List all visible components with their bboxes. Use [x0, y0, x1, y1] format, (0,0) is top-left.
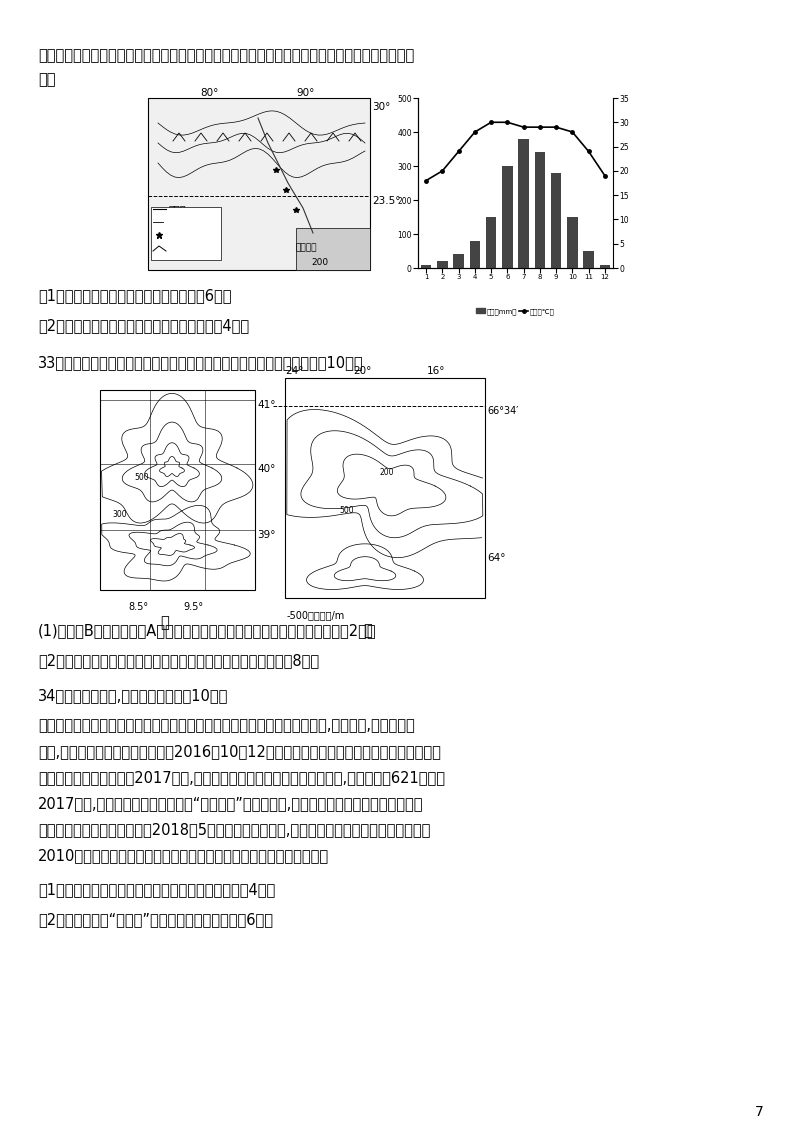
Bar: [285, 378, 485, 599]
Text: （2）分析甲城成为麻绺织工业中心的原因。（4分）: （2）分析甲城成为麻绺织工业中心的原因。（4分）: [38, 318, 249, 334]
Text: 市为世界最大的麻纺织工业中心，所产黄麻制品供应国内市场并大量出口。右图为甲城市的气候资: 市为世界最大的麻纺织工业中心，所产黄麻制品供应国内市场并大量出口。右图为甲城市的…: [38, 48, 414, 63]
Bar: [469, 240, 480, 268]
Text: 相比,其氨基酸和矿物质含量更高。2016年10月12日，由袅隆平担任首席科学家的海水稻研究发: 相比,其氨基酸和矿物质含量更高。2016年10月12日，由袅隆平担任首席科学家的…: [38, 745, 441, 759]
Text: 2017年底,青岛海水稻研发中心秉承“一带一路”倦议的精神,受邀在阿联酋当地热带沙漠沿海地: 2017年底,青岛海水稻研发中心秉承“一带一路”倦议的精神,受邀在阿联酋当地热带…: [38, 796, 423, 811]
Text: （2）简析阿联酋“海水稻”品质优良的自然原因。（6分）: （2）简析阿联酋“海水稻”品质优良的自然原因。（6分）: [38, 912, 273, 926]
Bar: [599, 265, 610, 268]
Text: 乙: 乙: [363, 623, 372, 638]
Text: 64°: 64°: [487, 553, 506, 563]
Text: 9.5°: 9.5°: [183, 602, 203, 612]
Bar: [518, 139, 529, 268]
Bar: [100, 390, 255, 590]
Text: 66°34′: 66°34′: [487, 407, 518, 416]
Text: 41°: 41°: [257, 400, 276, 410]
Text: (1)图甲中B点位于图乙中A点什么方向？并比较甲、乙两图比例尺的大小。（2分）: (1)图甲中B点位于图乙中A点什么方向？并比较甲、乙两图比例尺的大小。（2分）: [38, 623, 376, 638]
Text: 200: 200: [379, 468, 394, 477]
Text: 90°: 90°: [296, 88, 314, 98]
Text: 33．甲、乙两图分别表示两个不同地区的地形图。读图完成下列问题。（10分）: 33．甲、乙两图分别表示两个不同地区的地形图。读图完成下列问题。（10分）: [38, 355, 364, 369]
Bar: [502, 166, 513, 268]
Text: 40°: 40°: [257, 464, 276, 474]
Text: 200: 200: [311, 258, 328, 267]
Text: 20°: 20°: [353, 366, 372, 376]
Legend: 降水（mm）, 气温（℃）: 降水（mm）, 气温（℃）: [473, 305, 557, 318]
Bar: [534, 153, 545, 268]
Bar: [551, 173, 561, 268]
Text: 500: 500: [339, 506, 353, 515]
Text: 500: 500: [134, 473, 148, 482]
Text: -500～等高线/m: -500～等高线/m: [287, 610, 345, 620]
Text: （2）根据图中信息分别分析甲、乙两图所示区域的地形特征。（8分）: （2）根据图中信息分别分析甲、乙两图所示区域的地形特征。（8分）: [38, 652, 319, 668]
Bar: [486, 217, 496, 268]
Text: 黄鸻: 黄鸻: [169, 230, 181, 240]
Text: 区开展海水稻试验种植项目。2018年5月试验种植获得成功,产出的海水稻品质优良。下图分别为: 区开展海水稻试验种植项目。2018年5月试验种植获得成功,产出的海水稻品质优良。…: [38, 822, 430, 837]
Bar: [151, 207, 221, 261]
Text: 料。: 料。: [38, 72, 56, 86]
Text: 河流: 河流: [169, 217, 181, 227]
Text: 34．阅读图文资料,完成下列要求。（10分）: 34．阅读图文资料,完成下列要求。（10分）: [38, 688, 229, 703]
Text: 23.5°: 23.5°: [372, 197, 400, 206]
Text: 海水稻是指能在沿海滩途和盐碱地生长的水稻。海水稻不需施用肿料、农药,不需除草,与一般水稻: 海水稻是指能在沿海滩途和盐碱地生长的水稻。海水稻不需施用肿料、农药,不需除草,与…: [38, 718, 414, 733]
Text: 孟加拉湾: 孟加拉湾: [296, 243, 318, 252]
Bar: [584, 252, 594, 268]
Text: （1）指出甲城气温最高月并解释原因。（6分）: （1）指出甲城气温最高月并解释原因。（6分）: [38, 287, 232, 303]
Text: 2010年青岛胶州湾附近地区各类湿地分布图和阿联酋地理位置示意图。: 2010年青岛胶州湾附近地区各类湿地分布图和阿联酋地理位置示意图。: [38, 848, 330, 862]
Text: 16°: 16°: [427, 366, 445, 376]
Text: 7: 7: [755, 1105, 764, 1119]
Bar: [148, 98, 370, 270]
Text: 300: 300: [112, 510, 126, 519]
Bar: [453, 255, 464, 268]
Text: 24°: 24°: [285, 366, 303, 376]
Text: 等高线: 等高线: [169, 204, 187, 214]
Text: 展中心在山东青岛成立。2017年秋,青岛海水稻研发中心的海水稻实验成功,最高亩产达621千克。: 展中心在山东青岛成立。2017年秋,青岛海水稻研发中心的海水稻实验成功,最高亩产…: [38, 770, 445, 785]
Text: 山脉: 山脉: [169, 243, 181, 253]
Polygon shape: [296, 228, 370, 270]
Text: 39°: 39°: [257, 530, 276, 540]
Text: 8.5°: 8.5°: [128, 602, 148, 612]
Text: 30°: 30°: [372, 102, 391, 112]
Text: （1）分析在青岛设立海水稻研发中心的优势条件。（4分）: （1）分析在青岛设立海水稻研发中心的优势条件。（4分）: [38, 882, 276, 897]
Bar: [567, 217, 578, 268]
Bar: [421, 265, 431, 268]
Text: 甲: 甲: [160, 615, 169, 630]
Bar: [437, 262, 448, 268]
Text: 80°: 80°: [200, 88, 218, 98]
